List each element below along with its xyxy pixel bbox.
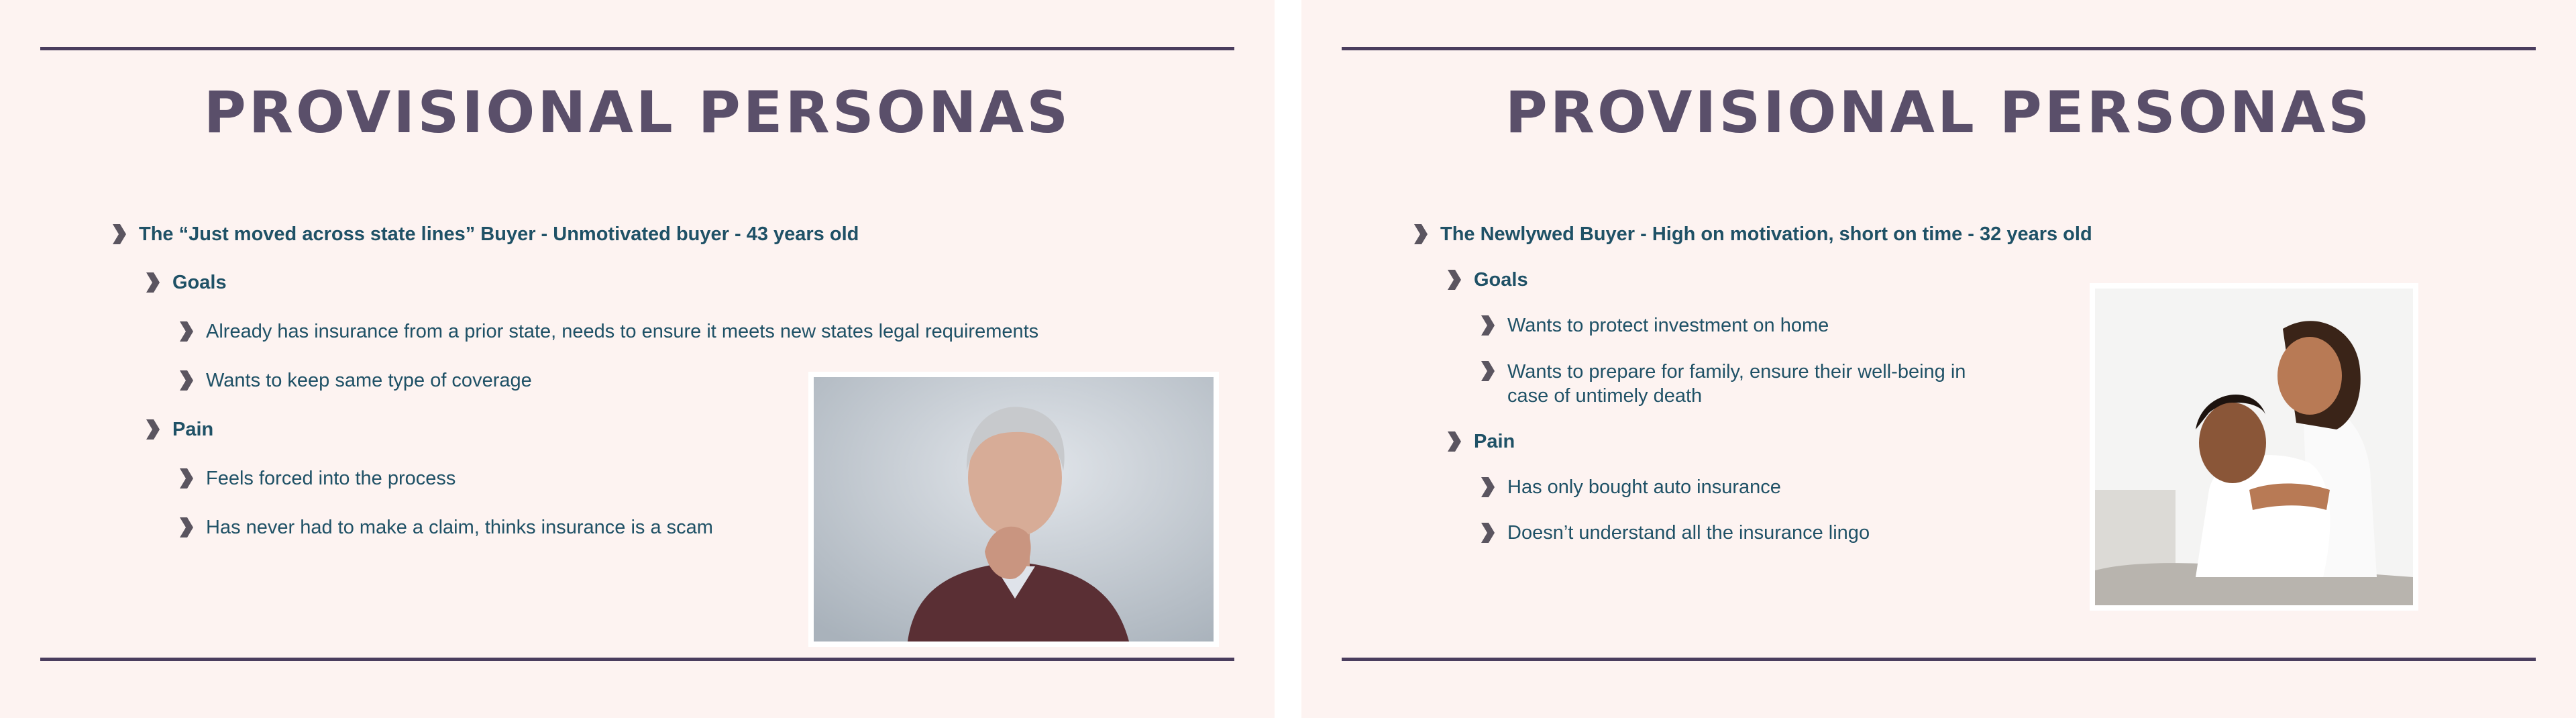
pain-text: Has never had to make a claim, thinks in…: [206, 516, 713, 538]
chevron-right-icon: [144, 271, 160, 294]
slide-title: PROVISIONAL PERSONAS: [203, 79, 1071, 146]
goals-heading: Goals: [144, 271, 227, 294]
goal-text: Wants to keep same type of coverage: [206, 369, 532, 391]
goals-label: Goals: [172, 271, 227, 293]
chevron-right-icon: [111, 223, 127, 246]
pain-heading: Pain: [144, 418, 213, 441]
slide-title: PROVISIONAL PERSONAS: [1505, 79, 2373, 146]
chevron-right-icon: [1446, 430, 1462, 453]
pain-label: Pain: [172, 418, 214, 440]
persona-photo: [2090, 283, 2418, 611]
chevron-right-icon: [178, 516, 194, 539]
goal-text: Wants to prepare for family, ensure thei…: [1507, 361, 1966, 407]
pain-item: Has never had to make a claim, thinks in…: [178, 516, 713, 539]
chevron-right-icon: [178, 467, 194, 490]
pain-heading: Pain: [1446, 430, 1515, 453]
slide-2: PROVISIONAL PERSONAS The Newlywed Buyer …: [1301, 0, 2576, 718]
pain-text: Feels forced into the process: [206, 467, 456, 489]
slide-1: PROVISIONAL PERSONAS The “Just moved acr…: [0, 0, 1275, 718]
chevron-right-icon: [1479, 476, 1495, 499]
chevron-right-icon: [1446, 268, 1462, 291]
persona-heading: The Newlywed Buyer - High on motivation,…: [1412, 223, 2092, 246]
goal-item: Wants to prepare for family, ensure thei…: [1479, 360, 2004, 408]
persona-photo: [808, 372, 1219, 647]
pain-item: Has only bought auto insurance: [1479, 476, 1781, 499]
goals-label: Goals: [1474, 268, 1528, 291]
goal-item: Already has insurance from a prior state…: [178, 320, 1038, 343]
chevron-right-icon: [1412, 223, 1428, 246]
chevron-right-icon: [178, 369, 194, 392]
goal-item: Wants to protect investment on home: [1479, 314, 1829, 337]
persona-label: The Newlywed Buyer - High on motivation,…: [1440, 223, 2092, 245]
goal-text: Wants to protect investment on home: [1507, 314, 1829, 336]
pain-item: Feels forced into the process: [178, 467, 455, 490]
pain-label: Pain: [1474, 430, 1515, 452]
goals-heading: Goals: [1446, 268, 1528, 291]
pain-text: Doesn’t understand all the insurance lin…: [1507, 521, 1870, 544]
goal-text: Already has insurance from a prior state…: [206, 320, 1039, 342]
chevron-right-icon: [1479, 521, 1495, 544]
persona-label: The “Just moved across state lines” Buye…: [139, 223, 859, 245]
chevron-right-icon: [178, 320, 194, 343]
bottom-rule: [1342, 658, 2536, 661]
top-rule: [1342, 47, 2536, 50]
chevron-right-icon: [144, 418, 160, 441]
bottom-rule: [40, 658, 1234, 661]
chevron-right-icon: [1479, 360, 1495, 382]
persona-heading: The “Just moved across state lines” Buye…: [111, 223, 859, 246]
chevron-right-icon: [1479, 314, 1495, 337]
top-rule: [40, 47, 1234, 50]
goal-item: Wants to keep same type of coverage: [178, 369, 532, 392]
pain-item: Doesn’t understand all the insurance lin…: [1479, 521, 1870, 544]
pain-text: Has only bought auto insurance: [1507, 476, 1781, 498]
